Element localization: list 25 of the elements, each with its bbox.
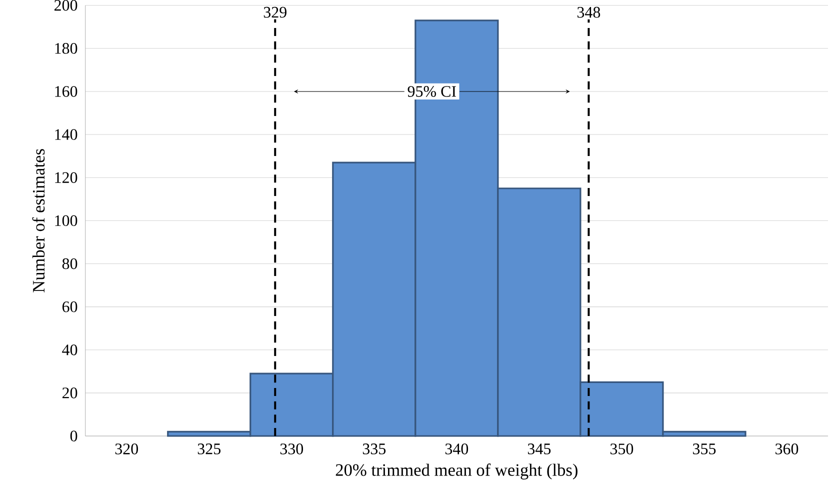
x-tick-label: 355 xyxy=(693,444,716,454)
y-tick-label: 200 xyxy=(54,0,78,11)
y-axis-title: Number of estimates xyxy=(32,149,45,292)
x-tick-label: 335 xyxy=(362,444,386,454)
y-tick-label: 80 xyxy=(62,258,78,270)
ref-line-label: 348 xyxy=(577,6,600,18)
y-tick-label: 40 xyxy=(62,344,78,356)
x-tick-label: 320 xyxy=(115,444,138,454)
x-tick-label: 350 xyxy=(610,444,634,454)
y-tick-label: 0 xyxy=(70,430,78,442)
x-tick-label: 345 xyxy=(528,444,551,454)
y-tick-label: 60 xyxy=(62,301,78,312)
x-tick-label: 360 xyxy=(776,444,798,454)
y-tick-label: 100 xyxy=(55,215,78,226)
y-tick-label: 20 xyxy=(62,388,78,398)
x-axis-title: 20% trimmed mean of weight (lbs) xyxy=(336,464,578,480)
y-tick-label: 180 xyxy=(55,42,78,54)
y-tick-label: 140 xyxy=(55,129,78,140)
x-tick-label: 330 xyxy=(280,444,304,454)
x-tick-label: 340 xyxy=(445,444,468,454)
x-tick-label: 325 xyxy=(198,444,220,454)
y-tick-label: 160 xyxy=(55,86,78,97)
annotation: 95% CI xyxy=(408,86,456,97)
y-tick-label: 120 xyxy=(55,172,78,183)
ref-line-label: 329 xyxy=(264,6,286,18)
